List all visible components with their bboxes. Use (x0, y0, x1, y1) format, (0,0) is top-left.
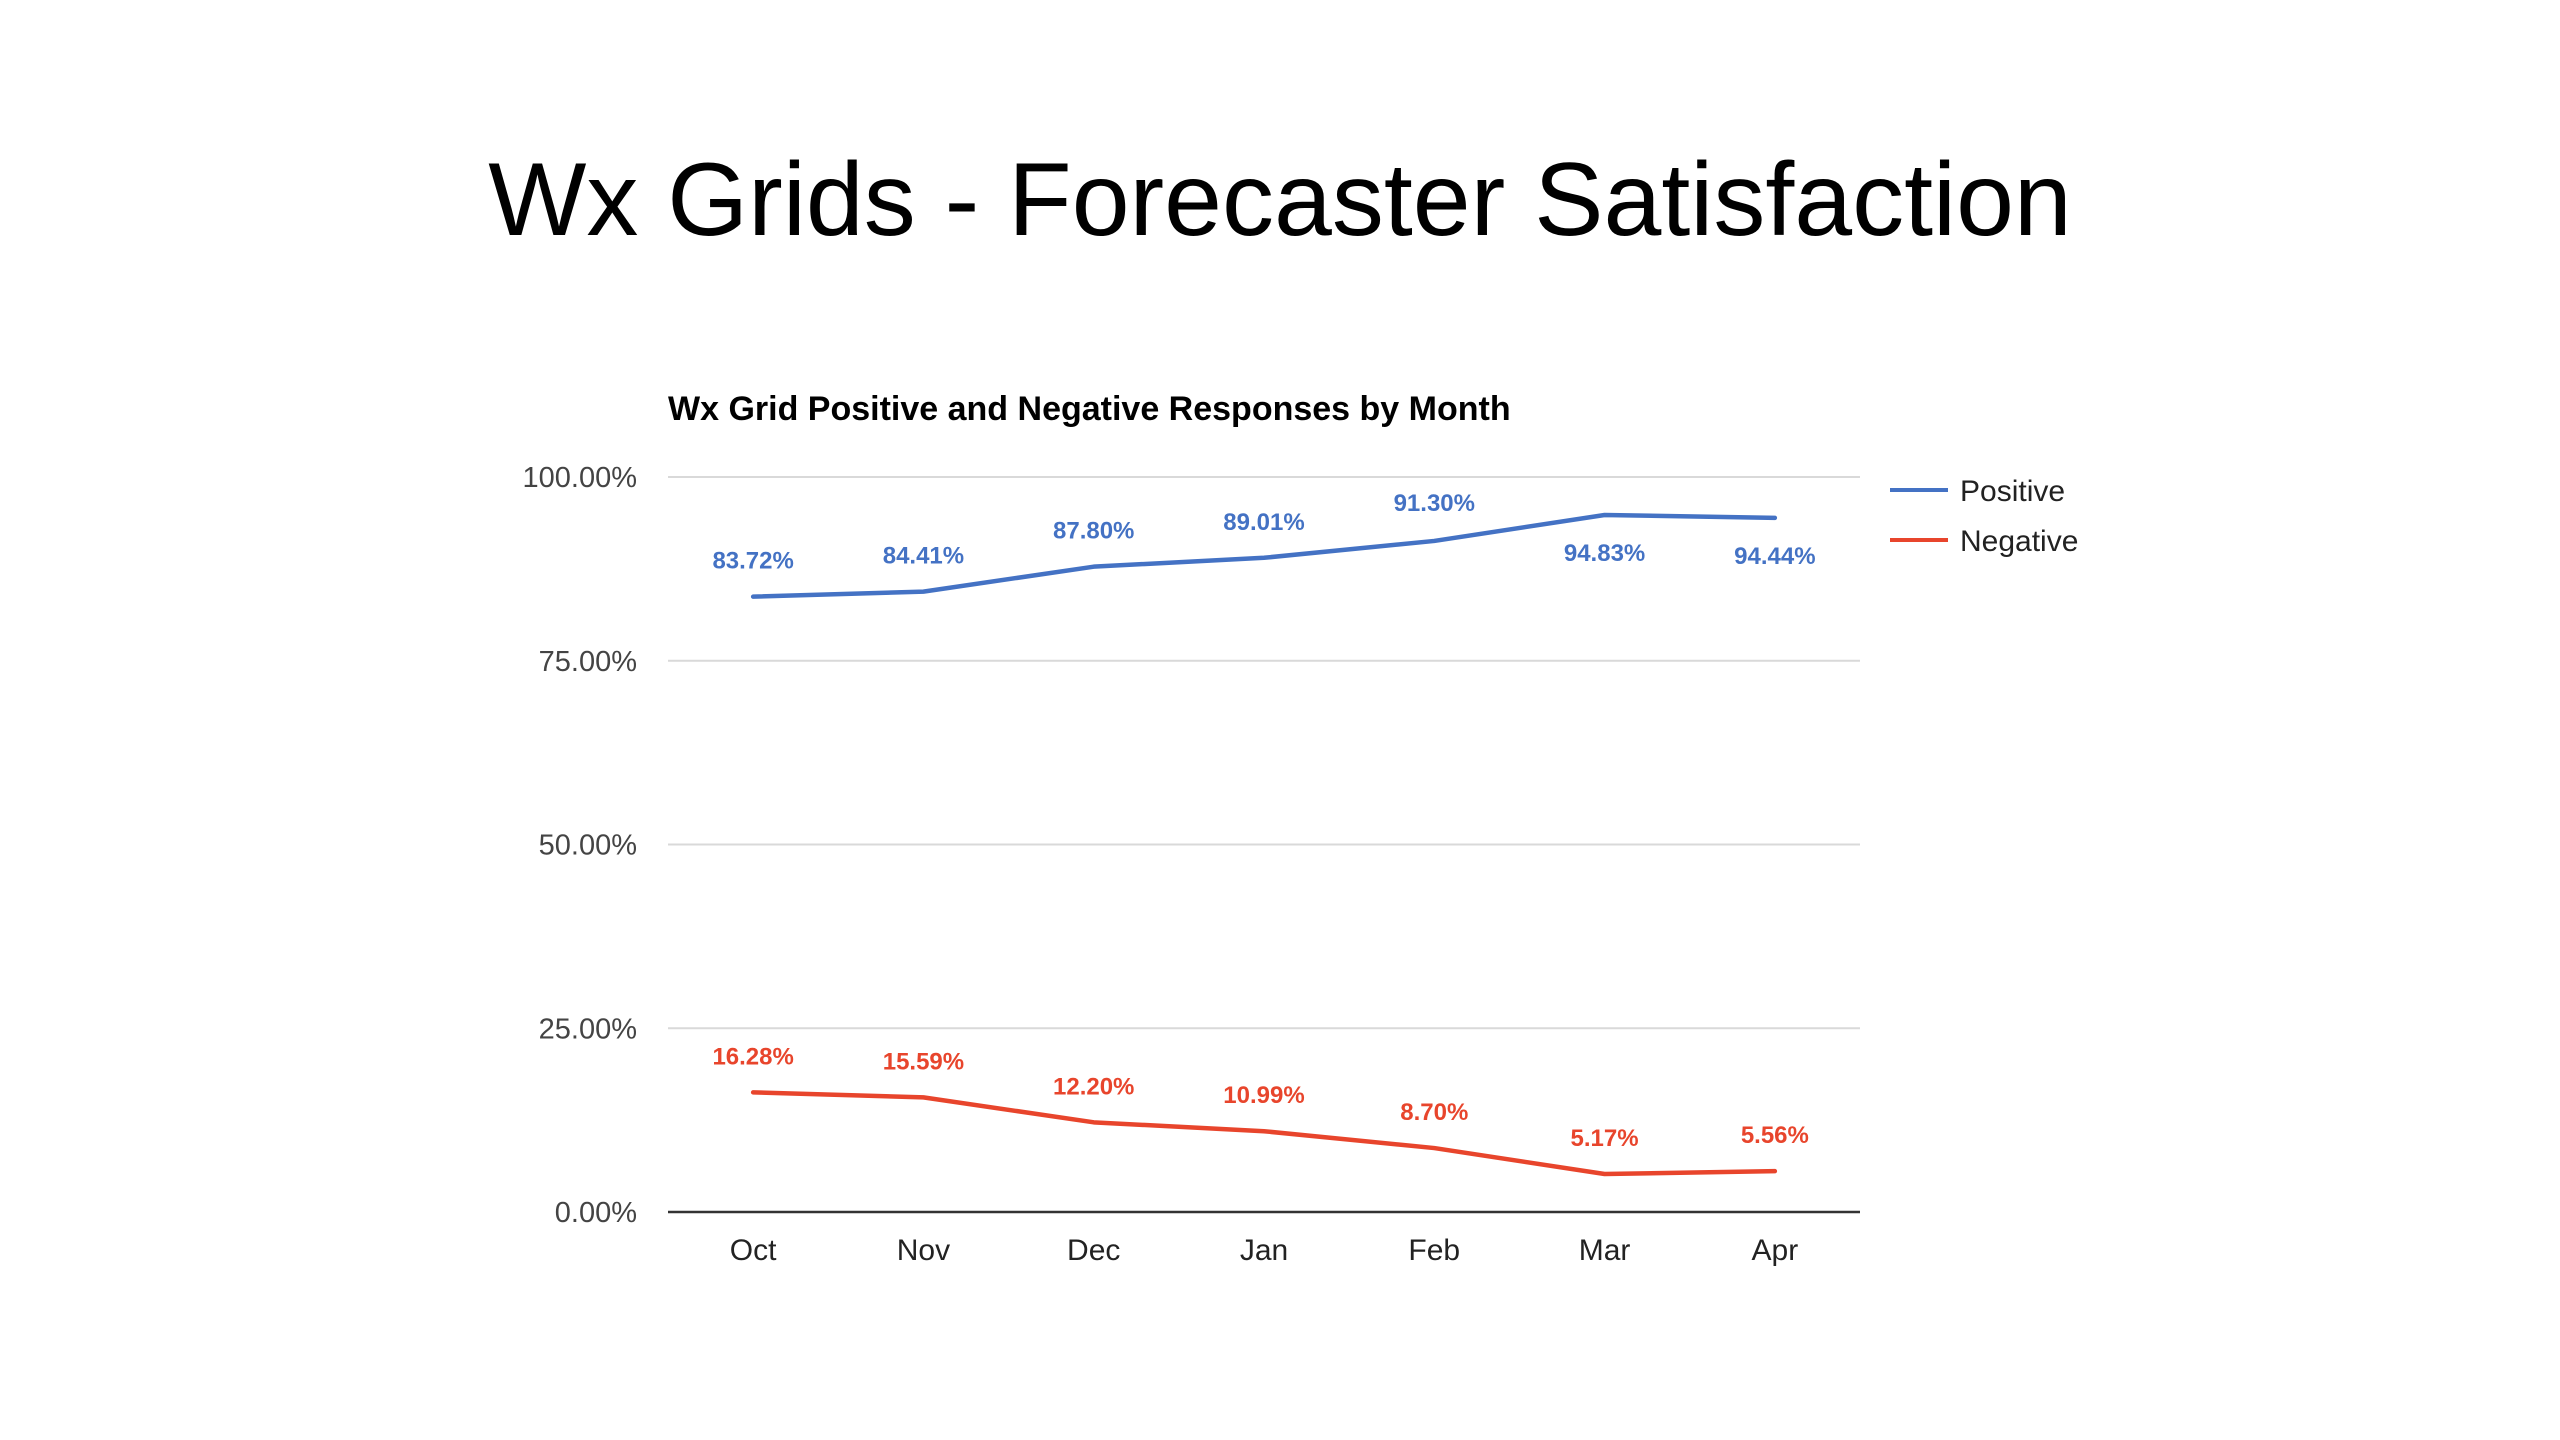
data-label-negative: 12.20% (1053, 1073, 1134, 1100)
y-tick-label: 75.00% (539, 646, 637, 678)
legend-label: Negative (1960, 525, 2078, 558)
data-label-positive: 91.30% (1394, 490, 1475, 517)
data-label-positive: 84.41% (883, 543, 964, 570)
data-label-positive: 83.72% (712, 548, 793, 575)
data-labels: 83.72% 84.41% 87.80% 89.01% 91.30% 94.83% 94.4… (712, 490, 1815, 1152)
x-tick-label: Mar (1579, 1234, 1631, 1267)
data-label-positive: 87.80% (1053, 518, 1134, 545)
x-tick-label: Nov (897, 1234, 950, 1267)
data-label-positive: 89.01% (1223, 509, 1304, 536)
y-tick-label: 0.00% (555, 1197, 637, 1229)
x-tick-label: Apr (1752, 1234, 1799, 1267)
gridlines (668, 476, 1860, 1030)
y-tick-label: 25.00% (539, 1013, 637, 1045)
data-label-positive: 94.44% (1734, 543, 1815, 570)
x-tick-label: Feb (1408, 1234, 1460, 1267)
data-label-negative: 8.70% (1400, 1099, 1468, 1126)
legend: Positive Negative (1890, 475, 2078, 558)
slide-title: Wx Grids - Forecaster Satisfaction (488, 142, 2072, 258)
data-label-negative: 5.17% (1571, 1125, 1639, 1152)
data-label-negative: 5.56% (1741, 1122, 1809, 1149)
series-lines (750, 512, 1778, 1177)
y-tick-label: 50.00% (539, 830, 637, 862)
axes: 0.00% 25.00% 50.00% 75.00% 100.00% Oct Nov Dec J… (523, 462, 1860, 1267)
x-tick-label: Jan (1240, 1234, 1288, 1267)
chart-title: Wx Grid Positive and Negative Responses … (668, 390, 1511, 428)
data-label-negative: 16.28% (712, 1043, 793, 1070)
data-label-positive: 94.83% (1564, 540, 1645, 567)
y-tick-label: 100.00% (523, 462, 638, 494)
data-label-negative: 10.99% (1223, 1082, 1304, 1109)
legend-label: Positive (1960, 475, 2065, 508)
x-tick-label: Dec (1067, 1234, 1120, 1267)
data-label-negative: 15.59% (883, 1048, 964, 1075)
x-tick-label: Oct (730, 1234, 777, 1267)
